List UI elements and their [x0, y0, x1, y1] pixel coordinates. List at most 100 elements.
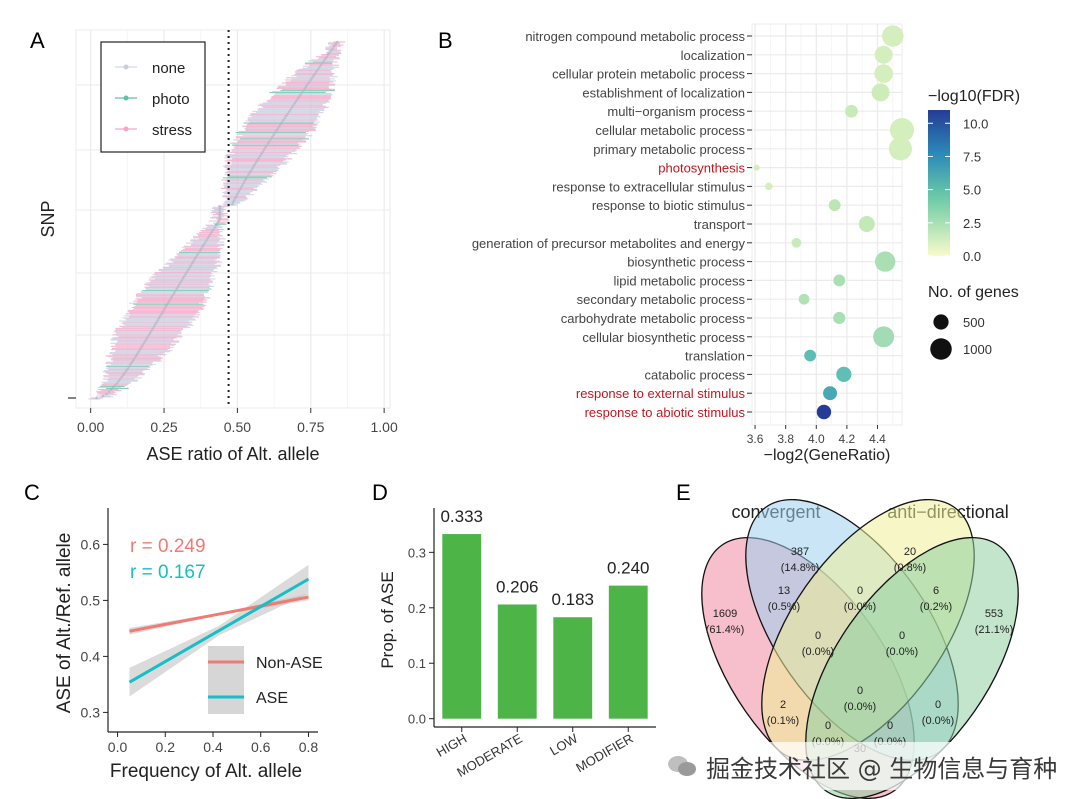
- term-label: establishment of localization: [582, 85, 745, 100]
- color-legend-tick: 2.5: [963, 216, 981, 231]
- term-label: cellular protein metabolic process: [552, 67, 745, 82]
- venn-percent: (61.4%): [706, 624, 745, 636]
- y-tick-label-c: 0.3: [81, 704, 101, 720]
- enrichment-dot: [874, 251, 896, 272]
- bar: [497, 604, 537, 719]
- term-label: localization: [681, 48, 745, 63]
- y-tick-label-d: 0.3: [408, 545, 426, 560]
- enrichment-dot: [874, 45, 893, 64]
- x-tick-label-c: 0.8: [299, 739, 319, 755]
- venn-percent: (0.0%): [922, 715, 954, 727]
- venn-count: 0: [815, 630, 821, 642]
- panel-d: D 0.333HIGH0.206MODERATE0.183LOW0.240MOD…: [372, 480, 656, 780]
- enrichment-dot: [791, 237, 802, 248]
- enrichment-dot: [828, 199, 841, 212]
- enrichment-dot: [888, 137, 912, 161]
- panel-a: A 0.00 0.25 0.50 0.75 1.00 ASE ratio of Alt.…: [30, 28, 398, 464]
- enrichment-dot: [823, 386, 838, 401]
- x-tick-label-a: 0.50: [224, 419, 251, 435]
- venn-percent: (0.8%): [894, 562, 926, 574]
- term-label: multi−organism process: [607, 104, 745, 119]
- panel-e: E convergent anti−directional 1609(61.4%…: [676, 480, 1019, 799]
- regression-line: [129, 595, 309, 633]
- watermark-text: 掘金技术社区 @ 生物信息与育种: [706, 754, 1058, 783]
- enrichment-dot: [873, 326, 895, 348]
- watermark: 掘金技术社区 @ 生物信息与育种: [668, 742, 1076, 790]
- y-axis-label-d: Prop. of ASE: [378, 571, 397, 668]
- y-axis-label-a: SNP: [38, 200, 58, 237]
- x-tick-label-b: 3.6: [747, 432, 764, 446]
- bar-value-label: 0.333: [440, 507, 483, 526]
- y-axis-label-c: ASE of Alt./Ref. allele: [54, 533, 75, 714]
- wechat-icon: [668, 754, 698, 778]
- x-tick-label-b: 4.0: [808, 432, 825, 446]
- venn-percent: (0.2%): [920, 601, 952, 613]
- enrichment-dot: [882, 25, 904, 47]
- x-tick-label-c: 0.0: [108, 739, 128, 755]
- color-legend-title: −log10(FDR): [928, 88, 1020, 105]
- ticks-d: 0.0 0.1 0.2 0.3: [408, 545, 434, 727]
- bar: [608, 585, 648, 719]
- size-legend-label: 500: [963, 315, 985, 330]
- x-axis-label-b: −log2(GeneRatio): [764, 447, 891, 464]
- term-label: secondary metabolic process: [577, 292, 746, 307]
- x-tick-label-a: 0.25: [150, 419, 177, 435]
- term-label: cellular metabolic process: [595, 123, 745, 138]
- x-tick-label-d: LOW: [547, 730, 581, 758]
- venn-percent: (21.1%): [975, 624, 1014, 636]
- venn-percent: (14.8%): [781, 562, 820, 574]
- legend-photo: photo: [152, 91, 190, 108]
- venn-ellipses: [701, 498, 1019, 799]
- term-label: photosynthesis: [658, 161, 745, 176]
- enrichment-dot: [804, 349, 817, 362]
- panel-label-d: D: [372, 480, 388, 505]
- term-label: carbohydrate metabolic process: [561, 311, 746, 326]
- size-legend-dot: [930, 338, 952, 360]
- enrichment-dot: [836, 366, 852, 383]
- term-label: response to external stimulus: [576, 386, 746, 401]
- legend-ase: ASE: [256, 690, 288, 707]
- x-tick-label-a: 0.75: [297, 419, 324, 435]
- term-label: translation: [685, 349, 745, 364]
- enrichment-dot: [816, 404, 832, 420]
- enrichment-dot: [871, 83, 890, 102]
- venn-percent: (0.5%): [768, 601, 800, 613]
- panel-label-a: A: [30, 28, 45, 53]
- y-tick-label-c: 0.5: [81, 592, 101, 608]
- x-tick-label-a: 0.00: [77, 419, 104, 435]
- enrichment-dot: [833, 274, 846, 287]
- bar: [553, 617, 593, 719]
- y-tick-label-d: 0.0: [408, 712, 426, 727]
- x-tick-label-b: 3.8: [777, 432, 794, 446]
- venn-percent: (0.0%): [844, 601, 876, 613]
- ticks-c: 0.0 0.2 0.4 0.6 0.8 0.3 0.4 0.5 0.6: [81, 536, 319, 755]
- term-label: generation of precursor metabolites and …: [472, 236, 746, 251]
- regression-lines: [128, 564, 310, 697]
- bars: 0.333HIGH0.206MODERATE0.183LOW0.240MODIF…: [434, 507, 650, 780]
- y-tick-label-c: 0.4: [81, 648, 101, 664]
- venn-count: 0: [935, 699, 941, 711]
- size-legend-title: No. of genes: [928, 284, 1019, 301]
- venn-count: 0: [825, 720, 831, 732]
- enrichment-dot: [798, 293, 810, 305]
- venn-count: 0: [899, 630, 905, 642]
- size-legend-dot: [933, 314, 949, 330]
- x-tick-label-b: 4.4: [869, 432, 886, 446]
- y-tick-label-d: 0.2: [408, 601, 426, 616]
- bar: [442, 534, 482, 719]
- term-labels: nitrogen compound metabolic process local…: [472, 29, 752, 420]
- x-tick-label-c: 0.2: [156, 739, 176, 755]
- legend-stress: stress: [152, 122, 192, 139]
- panel-b: B nitrogen compound metabolic process loc…: [438, 23, 1020, 464]
- enrichment-dot: [833, 311, 846, 325]
- term-label: primary metabolic process: [593, 142, 745, 157]
- x-tick-label-d: HIGH: [434, 731, 470, 760]
- legend-a: none photo stress: [100, 41, 206, 153]
- x-tick-label-d: MODIFIER: [573, 731, 636, 776]
- venn-count: 553: [985, 608, 1003, 620]
- color-legend-tick: 10.0: [963, 116, 988, 131]
- panel-label-c: C: [24, 480, 40, 505]
- y-tick-label-c: 0.6: [81, 536, 101, 552]
- venn-set-4: [805, 536, 1019, 799]
- color-legend-tick: 0.0: [963, 249, 981, 264]
